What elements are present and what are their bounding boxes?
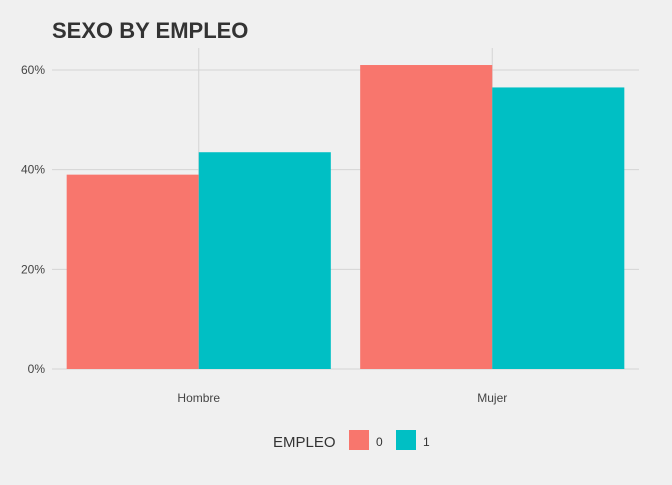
axes: 0% 20% 40% 60% Hombre Mujer (21, 63, 507, 405)
bar (198, 152, 331, 369)
legend-label: 0 (376, 435, 383, 449)
y-tick-label: 20% (21, 262, 45, 276)
y-tick-label: 40% (21, 163, 45, 177)
x-tick-label: Hombre (177, 391, 220, 405)
chart-title: SEXO BY EMPLEO (52, 18, 248, 43)
y-tick-label: 0% (28, 362, 46, 376)
y-tick-label: 60% (21, 63, 45, 77)
legend-label: 1 (423, 435, 430, 449)
bar (360, 65, 493, 370)
bar (492, 87, 625, 370)
bar (66, 174, 199, 369)
legend: EMPLEO 0 1 (273, 430, 430, 451)
x-tick-label: Mujer (477, 391, 507, 405)
legend-swatch (396, 430, 416, 450)
legend-swatch (349, 430, 369, 450)
bars (66, 65, 625, 370)
legend-title: EMPLEO (273, 434, 336, 451)
